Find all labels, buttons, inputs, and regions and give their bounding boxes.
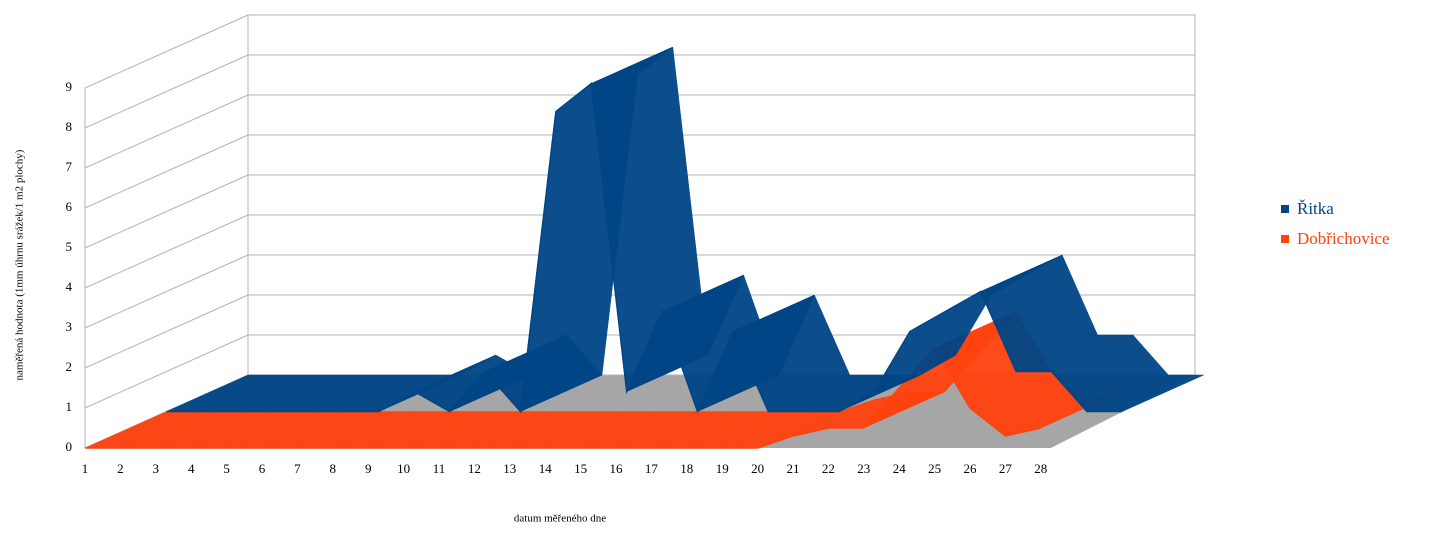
- x-tick-label: 27: [999, 461, 1013, 476]
- x-tick-label: 10: [397, 461, 410, 476]
- x-tick-label: 21: [787, 461, 800, 476]
- x-tick-label: 14: [539, 461, 553, 476]
- x-tick-label: 28: [1034, 461, 1047, 476]
- x-tick-label: 6: [259, 461, 266, 476]
- y-tick-label: 0: [66, 439, 73, 454]
- grid-line: [84, 334, 249, 409]
- legend-label: Dobřichovice: [1297, 229, 1390, 248]
- y-tick-label: 5: [66, 239, 73, 254]
- y-tick-label: 7: [66, 159, 73, 174]
- x-tick-label: 19: [716, 461, 729, 476]
- grid-line: [84, 214, 249, 289]
- grid-line: [84, 54, 249, 129]
- y-axis-label: naměřená hodnota (1mm úhrnu srážek/1 m2 …: [14, 149, 26, 380]
- grid-line: [84, 14, 249, 89]
- x-axis-label: datum měřeného dne: [514, 513, 606, 525]
- x-tick-label: 20: [751, 461, 764, 476]
- y-tick-label: 8: [66, 119, 73, 134]
- x-tick-label: 9: [365, 461, 372, 476]
- y-tick-label: 3: [66, 319, 73, 334]
- legend-label: Řitka: [1297, 199, 1334, 218]
- y-tick-label: 1: [66, 399, 73, 414]
- grid-line: [84, 254, 249, 329]
- x-tick-label: 24: [893, 461, 907, 476]
- x-tick-label: 11: [433, 461, 446, 476]
- x-tick-label: 12: [468, 461, 481, 476]
- y-tick-label: 6: [66, 199, 73, 214]
- x-tick-label: 22: [822, 461, 835, 476]
- x-tick-label: 16: [610, 461, 624, 476]
- series-line: [85, 346, 1041, 449]
- legend-swatch: [1281, 205, 1289, 213]
- x-tick-label: 25: [928, 461, 941, 476]
- x-tick-label: 7: [294, 461, 301, 476]
- y-tick-label: 9: [66, 79, 73, 94]
- x-tick-label: 4: [188, 461, 195, 476]
- grid-line: [84, 174, 249, 249]
- grid-line: [84, 94, 249, 169]
- x-tick-label: 18: [680, 461, 693, 476]
- grid-line: [84, 294, 249, 369]
- x-tick-label: 2: [117, 461, 124, 476]
- x-tick-label: 3: [153, 461, 160, 476]
- y-tick-label: 2: [66, 359, 73, 374]
- y-tick-label: 4: [66, 279, 73, 294]
- x-tick-label: 17: [645, 461, 659, 476]
- x-tick-label: 1: [82, 461, 89, 476]
- legend-swatch: [1281, 235, 1289, 243]
- x-tick-label: 26: [964, 461, 978, 476]
- x-tick-label: 15: [574, 461, 587, 476]
- grid-line: [84, 134, 249, 209]
- series-line: [166, 82, 1123, 414]
- x-tick-label: 13: [503, 461, 516, 476]
- x-tick-label: 8: [330, 461, 337, 476]
- x-tick-label: 5: [223, 461, 230, 476]
- x-tick-label: 23: [857, 461, 870, 476]
